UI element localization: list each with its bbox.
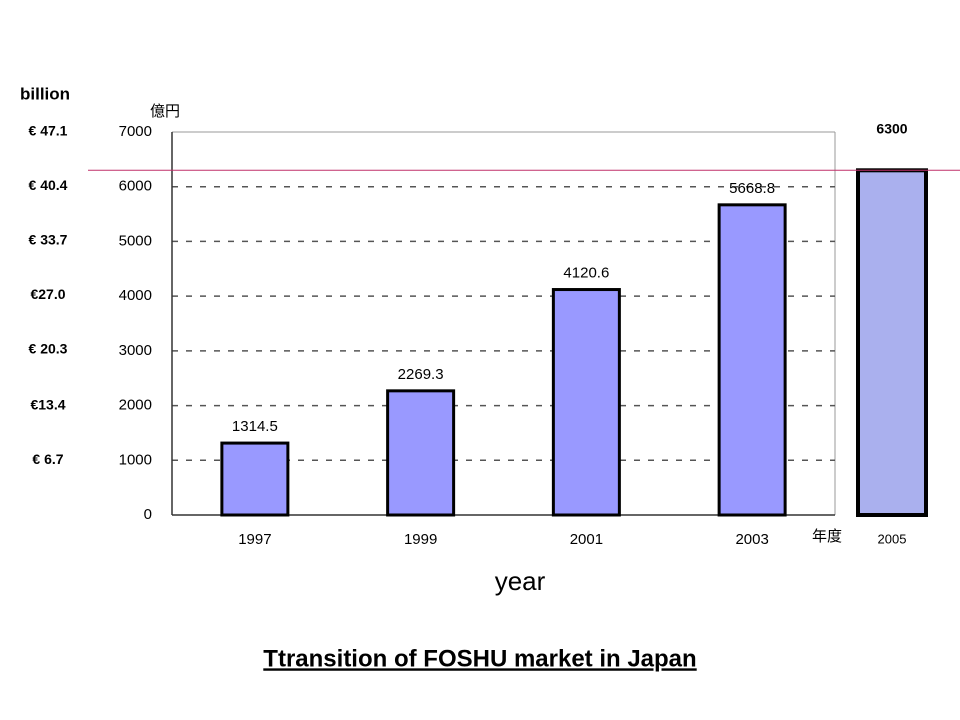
y2-tick-label: € 40.4: [29, 177, 68, 193]
x-tick-label: 2001: [570, 531, 603, 548]
chart-title: Ttransition of FOSHU market in Japan: [263, 645, 696, 672]
y2-tick-label: € 47.1: [29, 123, 68, 139]
y-tick-label: 0: [144, 506, 152, 523]
y2-axis-label: billion: [20, 84, 70, 103]
y2-tick-label: € 20.3: [29, 341, 68, 357]
y-tick-label: 4000: [119, 287, 152, 304]
y-tick-label: 6000: [119, 178, 152, 195]
x-axis-label: 年度: [812, 528, 842, 545]
value-label: 4120.6: [563, 265, 609, 282]
y-tick-label: 2000: [119, 397, 152, 414]
bar: [386, 389, 456, 517]
bar: [551, 288, 621, 517]
x-axis-label-2: year: [495, 566, 546, 596]
y2-tick-label: € 33.7: [29, 232, 68, 248]
x-tick-label: 1999: [404, 531, 437, 548]
y2-tick-label: € 6.7: [32, 451, 63, 467]
y-tick-label: 3000: [119, 342, 152, 359]
x-tick-label: 2003: [735, 531, 768, 548]
value-label: 1314.5: [232, 418, 278, 435]
y2-tick-label: €27.0: [30, 286, 65, 302]
x-tick-label: 2005: [878, 531, 907, 546]
value-label: 6300: [876, 121, 907, 137]
y-tick-label: 5000: [119, 232, 152, 249]
y-tick-label: 1000: [119, 451, 152, 468]
bar: [220, 441, 290, 517]
y-axis-label: 億円: [150, 103, 180, 120]
value-label: 5668.8: [729, 180, 775, 197]
bar: [856, 168, 928, 518]
x-tick-label: 1997: [238, 531, 271, 548]
bar: [717, 203, 787, 517]
y2-tick-label: €13.4: [30, 397, 65, 413]
y-tick-label: 7000: [119, 123, 152, 140]
value-label: 2269.3: [398, 366, 444, 383]
